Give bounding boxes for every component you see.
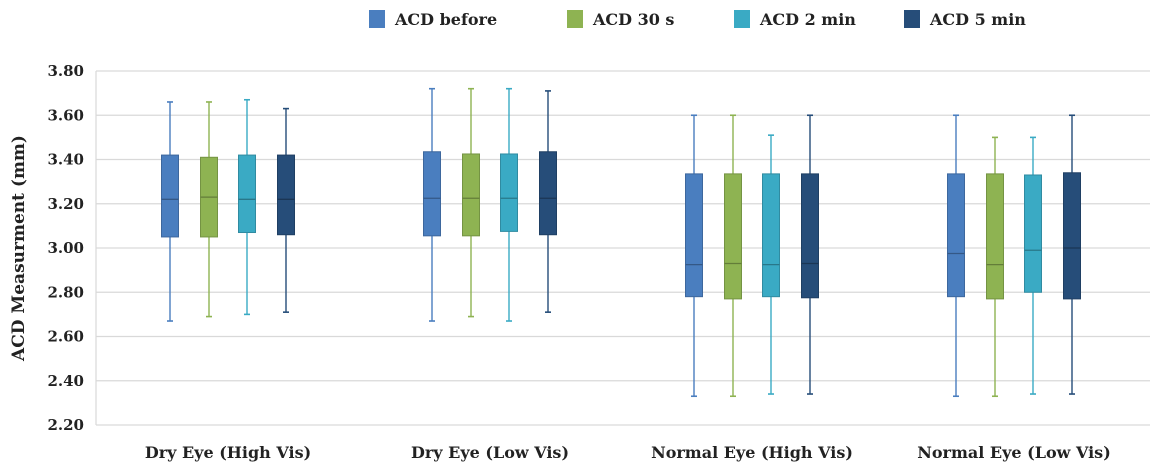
- y-tick-label: 3.80: [47, 62, 84, 80]
- box-plot: [161, 101, 179, 322]
- legend-item: ACD 30 s: [567, 10, 674, 29]
- y-tick-label: 2.60: [47, 328, 84, 346]
- legend-label: ACD 5 min: [929, 10, 1026, 29]
- box: [277, 154, 295, 236]
- x-category-label: Normal Eye (Low Vis): [917, 443, 1111, 462]
- box-plot: [762, 134, 780, 395]
- y-tick-label: 3.60: [47, 106, 84, 124]
- box-plot: [685, 114, 703, 398]
- box: [462, 153, 480, 237]
- box: [539, 151, 557, 236]
- x-category-label: Dry Eye (Low Vis): [411, 443, 569, 462]
- box-plot: [277, 107, 295, 313]
- box: [423, 151, 441, 237]
- y-tick-label: 3.40: [47, 151, 84, 169]
- x-axis-labels: Dry Eye (High Vis) Dry Eye (Low Vis) Norma…: [145, 443, 1111, 462]
- legend-label: ACD 30 s: [592, 10, 674, 29]
- box: [762, 173, 780, 298]
- box: [238, 154, 256, 234]
- box: [161, 154, 179, 238]
- box: [1024, 174, 1042, 293]
- x-category-label: Normal Eye (High Vis): [651, 443, 853, 462]
- gridlines: [96, 70, 1150, 426]
- y-axis-ticks: 2.20 2.40 2.60 2.80 3.00 3.20 3.40 3.60 3.80: [47, 62, 84, 434]
- legend-label: ACD 2 min: [759, 10, 856, 29]
- box-plot: [1063, 114, 1081, 395]
- box-plot: [947, 114, 965, 398]
- box-plot: [200, 101, 218, 318]
- box: [500, 153, 518, 232]
- box-plot: [801, 114, 819, 395]
- box-plot: [539, 90, 557, 313]
- box-plot: [1024, 136, 1042, 395]
- box: [947, 173, 965, 298]
- box-plot: [462, 87, 480, 318]
- y-tick-label: 3.20: [47, 195, 84, 213]
- box-plot: [423, 87, 441, 322]
- legend: ACD before ACD 30 s ACD 2 min ACD 5 min: [369, 10, 1026, 29]
- legend-item: ACD 2 min: [734, 10, 856, 29]
- legend-swatch: [567, 10, 583, 28]
- y-tick-label: 3.00: [47, 239, 84, 257]
- legend-item: ACD 5 min: [904, 10, 1026, 29]
- box: [801, 173, 819, 299]
- box-plot: [724, 114, 742, 398]
- legend-label: ACD before: [394, 10, 497, 29]
- y-axis-title: ACD Measurment (mm): [9, 135, 29, 362]
- x-category-label: Dry Eye (High Vis): [145, 443, 311, 462]
- box: [724, 173, 742, 300]
- legend-item: ACD before: [369, 10, 497, 29]
- box: [986, 173, 1004, 300]
- y-tick-label: 2.20: [47, 416, 84, 434]
- box: [1063, 172, 1081, 300]
- box-plot: [238, 98, 256, 316]
- legend-swatch: [734, 10, 750, 28]
- y-tick-label: 2.40: [47, 372, 84, 390]
- y-tick-label: 2.80: [47, 283, 84, 301]
- boxes: [161, 87, 1081, 398]
- box-plot: [986, 136, 1004, 398]
- box-plot: [500, 87, 518, 322]
- box: [685, 173, 703, 298]
- legend-swatch: [369, 10, 385, 28]
- legend-swatch: [904, 10, 920, 28]
